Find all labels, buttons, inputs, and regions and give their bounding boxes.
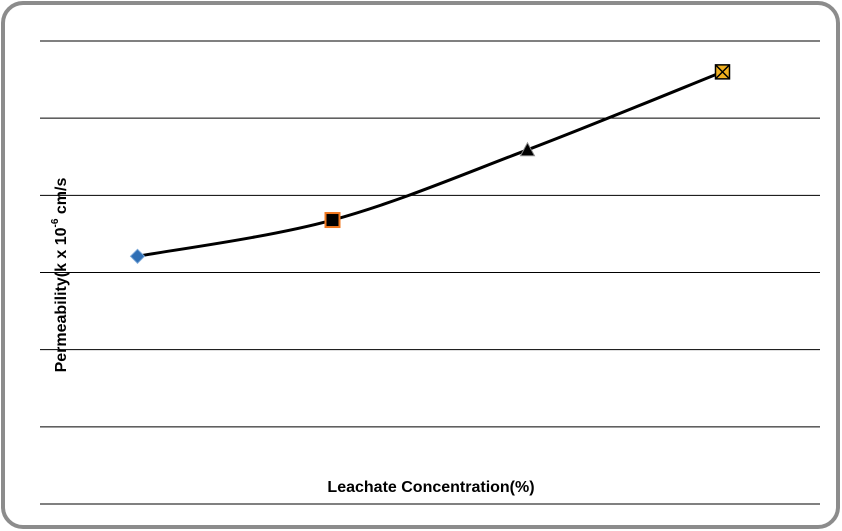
marker	[519, 141, 536, 157]
marker	[324, 212, 341, 229]
y-label-suffix: cm/s	[53, 178, 70, 219]
y-label-main: Permeability(k x 10	[53, 227, 70, 372]
marker	[714, 64, 731, 80]
marker	[129, 248, 146, 265]
y-axis-label: Permeability(k x 10-6 cm/s	[50, 178, 71, 373]
data-line	[137, 70, 724, 258]
y-label-superscript: -6	[50, 218, 61, 227]
x-axis-label: Leachate Concentration(%)	[327, 479, 534, 496]
